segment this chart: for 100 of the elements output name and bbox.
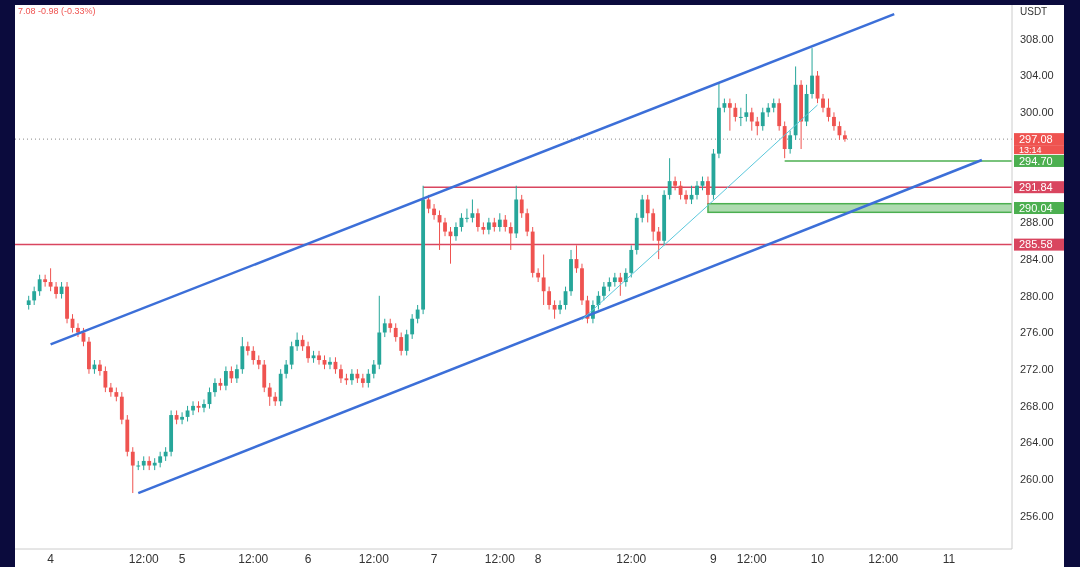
y-tick-label: 308.00 [1020,32,1054,45]
candlestick [558,299,562,315]
y-tick-label: 260.00 [1020,473,1054,486]
x-tick-label: 7 [430,552,438,566]
ref-line-label: 285.58 [1019,238,1053,251]
ref-line-label: 291.84 [1019,181,1053,194]
candlestick [349,368,354,386]
x-tick-label: 12:00 [238,552,269,566]
candlestick [601,281,606,301]
x-tick-label: 12:00 [358,552,390,566]
x-tick-label: 12:00 [736,552,768,566]
candlestick [618,272,623,297]
candlestick [788,130,793,155]
candlestick [399,332,404,356]
candlestick [223,365,228,391]
y-tick-label: 304.00 [1020,69,1054,82]
y-tick-label: 276.00 [1020,326,1054,339]
candlestick [695,180,699,200]
candlestick [832,111,836,132]
candlestick [306,341,310,364]
candlestick [103,365,108,393]
y-tick-label: 300.00 [1020,106,1054,119]
y-tick-label: 268.00 [1020,399,1054,412]
ref-line-label: 294.70 [1019,154,1053,167]
candlestick [673,176,678,191]
candlestick [415,304,420,324]
y-tick-label: 264.00 [1020,436,1054,449]
candlestick [667,157,672,200]
candlestick [508,221,513,251]
x-tick-label: 5 [178,552,186,566]
candlestick [382,318,387,338]
candlestick [202,398,206,413]
candlestick [234,364,239,384]
candlestick [366,368,371,389]
candlestick [404,329,409,356]
candlestick [651,208,656,242]
candlestick [240,336,245,375]
candlestick [48,267,53,292]
x-tick-label: 6 [304,552,312,566]
y-tick-label: 288.00 [1020,216,1054,229]
x-tick-label: 12:00 [484,552,516,566]
x-tick-label: 10 [810,552,825,566]
candlestick [656,226,661,260]
candlestick [465,208,469,223]
candlestick [552,299,557,320]
candlestick [733,102,738,123]
candlestick [54,281,58,300]
x-tick-label: 8 [534,552,542,566]
candlestick [360,373,365,389]
candlestick [262,359,267,393]
candlestick [180,411,184,425]
x-tick-label: 12:00 [128,552,160,566]
candlestick [32,286,37,306]
candlestick [810,47,814,100]
candlestick [295,332,300,352]
candlestick [393,322,398,343]
annotation: 7.08 -0.98 (-0.33%) [18,6,96,16]
x-tick-label: 4 [47,552,55,566]
candlestick [821,93,825,113]
candlestick [760,107,765,132]
y-tick-label: 284.00 [1020,252,1054,265]
candlestick [328,356,332,370]
candlestick [727,98,732,132]
text: USDT [1020,6,1048,17]
x-tick-label: 12:00 [868,552,899,566]
candlestick [213,377,217,398]
candlestick [267,382,272,407]
candlestick [470,198,475,223]
candlestick [525,208,530,237]
candlestick [744,93,749,123]
band-label: 290.04 [1019,201,1053,214]
candlestick [782,121,787,159]
candlestick [519,194,524,219]
candlestick [284,359,289,379]
candlestick [547,286,552,311]
candlestick [541,254,546,306]
candlestick [843,130,847,143]
candlestick [97,359,102,377]
y-tick-label: 272.00 [1020,363,1054,376]
candlestick [76,322,80,338]
candlestick [371,359,376,379]
candlestick [432,203,436,221]
x-tick-label: 12:00 [616,552,647,566]
candlestick [317,350,321,366]
text: 13:14 [1019,144,1042,155]
candlestick [738,107,743,127]
candlestick [339,364,343,384]
candlestick [37,274,42,297]
candlestick [777,98,782,132]
candlestick [475,208,480,233]
candlestick [443,217,447,237]
candlestick [251,345,256,366]
candlestick [43,274,48,288]
candlestick [410,313,415,340]
y-tick-label: 256.00 [1020,509,1054,522]
ref-line-label: 297.08 [1019,132,1053,145]
candlestick [596,290,601,311]
candlestick [130,446,135,494]
candlestick [454,221,458,242]
y-tick-label: 280.00 [1020,289,1054,302]
